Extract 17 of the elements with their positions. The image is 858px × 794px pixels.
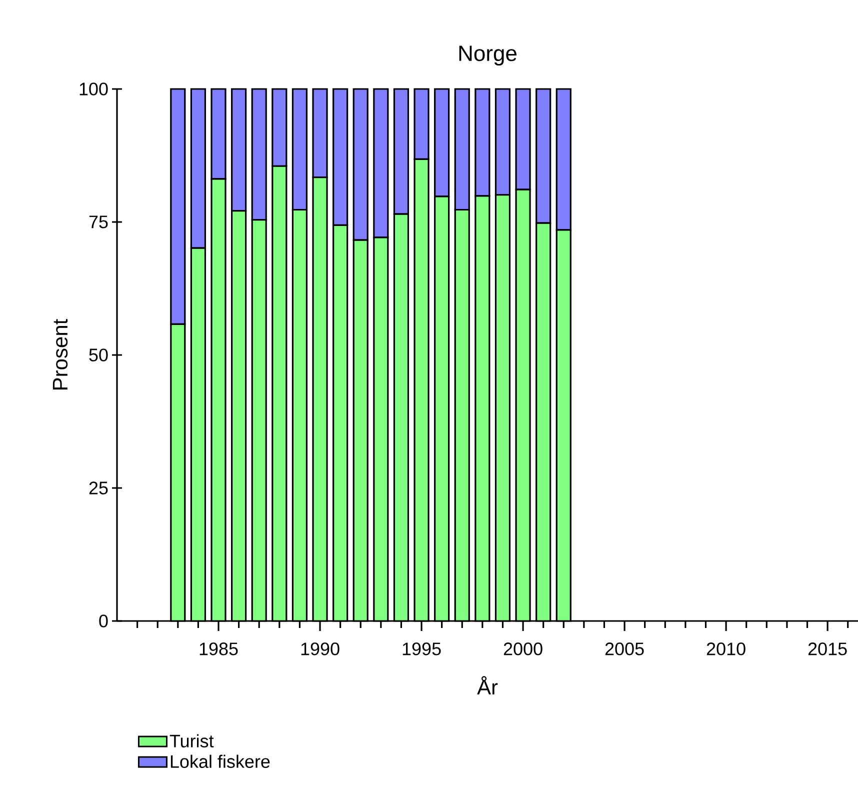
x-tick-label: 2005 xyxy=(605,642,644,656)
x-tick-label: 1985 xyxy=(200,642,238,656)
y-tick-label: 25 xyxy=(89,482,108,494)
y-axis-title: Prosent xyxy=(52,318,68,390)
y-tick-label: 100 xyxy=(80,82,108,96)
y-tick-label: 0 xyxy=(99,614,108,628)
y-tick-label: 50 xyxy=(89,348,108,362)
x-tick-label: 1995 xyxy=(402,642,441,656)
x-tick-label: 2015 xyxy=(808,642,847,656)
x-axis-title: År xyxy=(477,676,498,694)
legend-label: Turist xyxy=(170,734,214,748)
x-tick-label: 2010 xyxy=(706,642,746,656)
x-tick-label: 2000 xyxy=(504,642,542,656)
y-tick-label: 75 xyxy=(89,216,108,228)
legend-label: Lokal fiskere xyxy=(170,754,270,768)
x-tick-label: 1990 xyxy=(301,642,340,656)
chart-title: Norge xyxy=(459,46,516,66)
